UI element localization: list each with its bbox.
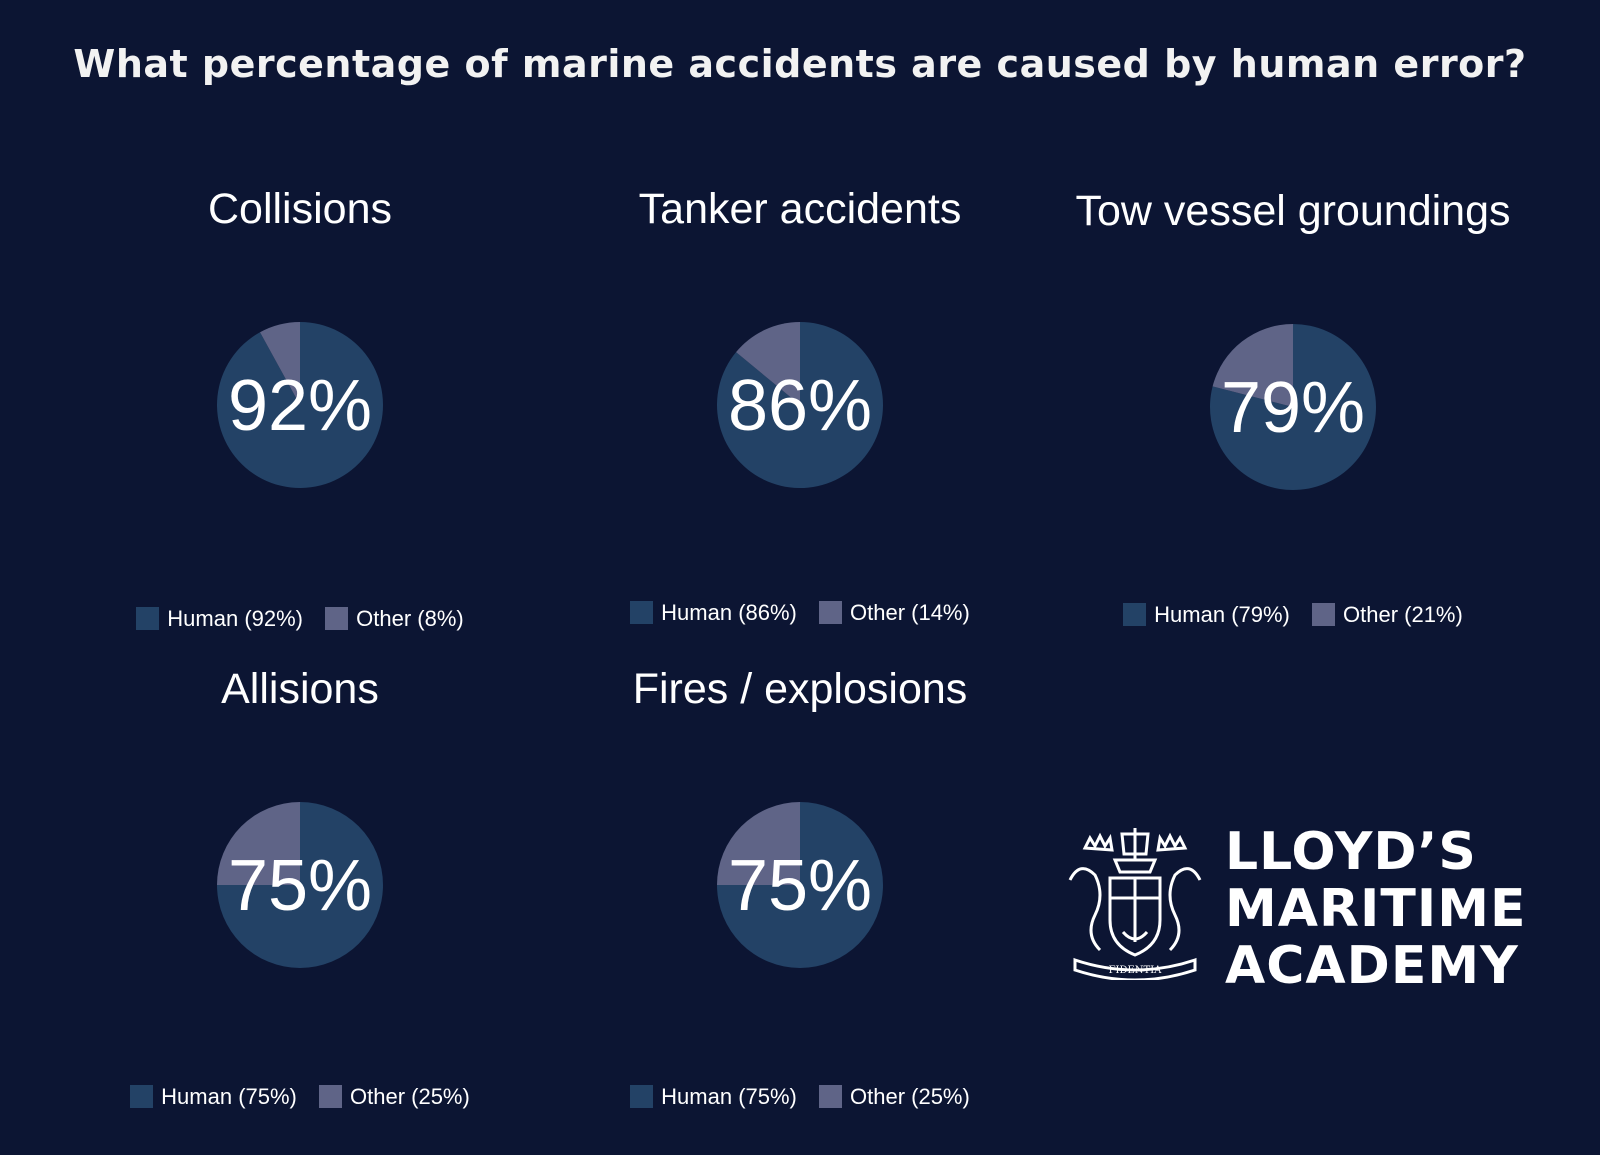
legend-swatch-human [130,1085,154,1109]
chart-title: Allisions [221,665,379,713]
chart-panel-allisions: Allisions 75% Human (75%) Other (25%) [50,665,550,1135]
legend-label: Human (75%) [161,1084,297,1110]
legend-label: Other (21%) [1343,602,1463,628]
legend: Human (75%) Other (25%) [550,1083,1050,1110]
chart-title: Tow vessel groundings [1075,187,1511,235]
legend-item-other[interactable]: Other (25%) [819,1084,970,1110]
center-percent-label: 86% [727,366,873,446]
pie-chart [717,322,883,488]
chart-panel-tanker-accidents: Tanker accidents 86% Human (86%) Other (… [550,185,1050,655]
legend-swatch-other [325,607,349,631]
lloyds-maritime-academy-logo: FIDENTIA LLOYD’S MARITIME ACADEMY [1060,820,1580,1000]
center-percent-label: 75% [227,846,373,926]
pie-slice-other[interactable] [1212,324,1293,407]
legend-label: Human (92%) [167,606,303,632]
legend-item-other[interactable]: Other (14%) [819,600,970,626]
chart-title: Fires / explosions [632,665,968,713]
pie-slice-other[interactable] [217,802,300,885]
legend-item-human[interactable]: Human (79%) [1123,602,1290,628]
legend-swatch-other [819,1085,842,1109]
legend-swatch-human [136,607,160,631]
chart-panel-collisions: Collisions 92% Human (92%) Other (8%) [50,185,550,655]
legend: Human (79%) Other (21%) [1043,601,1543,628]
legend-label: Human (75%) [661,1084,797,1110]
legend: Human (92%) Other (8%) [50,605,550,632]
legend-item-human[interactable]: Human (86%) [630,600,797,626]
pie-slice-other[interactable] [717,802,800,885]
chart-panel-fires-explosions: Fires / explosions 75% Human (75%) Other… [550,665,1050,1135]
logo-line: MARITIME [1225,879,1527,939]
legend-swatch-other [819,601,842,625]
center-percent-label: 75% [727,846,873,926]
legend-item-human[interactable]: Human (92%) [136,606,303,632]
legend-swatch-other [319,1085,342,1109]
logo-wordmark: LLOYD’S MARITIME ACADEMY [1225,824,1526,995]
chart-title: Collisions [207,185,392,233]
pie-chart [717,802,883,968]
legend-label: Human (79%) [1154,602,1290,628]
center-percent-label: 79% [1220,368,1366,448]
legend-item-human[interactable]: Human (75%) [630,1084,797,1110]
legend-label: Other (8%) [356,606,464,632]
legend-item-other[interactable]: Other (21%) [1312,602,1463,628]
legend-item-other[interactable]: Other (8%) [325,606,464,632]
legend-item-human[interactable]: Human (75%) [130,1084,297,1110]
chart-title: Tanker accidents [638,185,962,233]
pie-chart [217,802,383,968]
legend-label: Other (25%) [850,1084,970,1110]
logo-line: ACADEMY [1225,936,1519,996]
main-title: What percentage of marine accidents are … [73,42,1527,86]
center-percent-label: 92% [227,366,373,446]
pie-slice-other[interactable] [260,322,300,405]
logo-motto: FIDENTIA [1109,965,1163,976]
legend-item-other[interactable]: Other (25%) [319,1084,470,1110]
coat-of-arms-icon: FIDENTIA [1068,828,1202,980]
chart-panel-tow-vessel-groundings: Tow vessel groundings 79% Human (79%) Ot… [1043,187,1543,657]
legend-swatch-human [1123,603,1147,627]
legend-label: Other (14%) [850,600,970,626]
pie-chart [1210,324,1376,490]
pie-slice-other[interactable] [736,322,800,405]
legend: Human (86%) Other (14%) [550,599,1050,626]
legend-swatch-human [630,601,654,625]
legend-swatch-other [1312,603,1335,627]
pie-chart [217,322,383,488]
legend-swatch-human [630,1085,654,1109]
logo-line: LLOYD’S [1225,822,1477,882]
legend-label: Human (86%) [661,600,797,626]
legend-label: Other (25%) [350,1084,470,1110]
legend: Human (75%) Other (25%) [50,1083,550,1110]
